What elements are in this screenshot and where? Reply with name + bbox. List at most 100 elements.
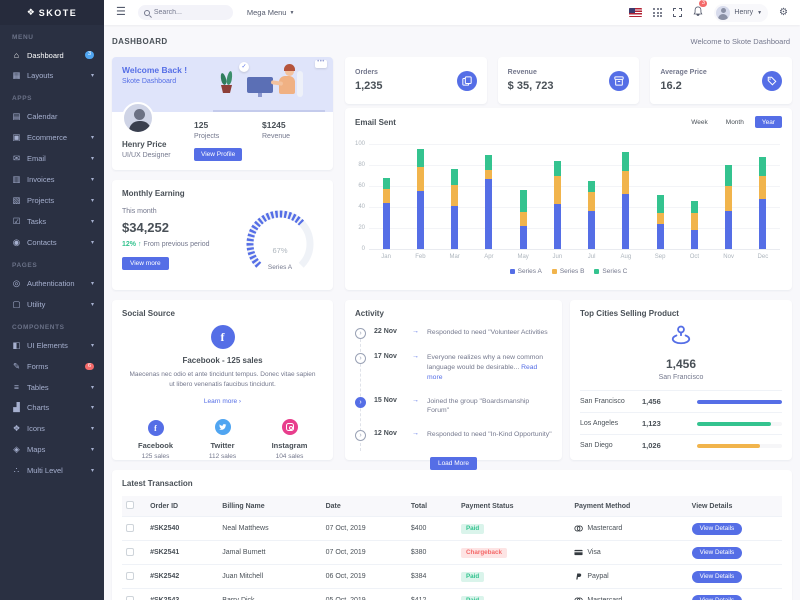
view-details-button[interactable]: View Details <box>691 522 743 535</box>
sidebar-item-invoices[interactable]: ▥ Invoices ▾ <box>0 169 104 190</box>
y-axis-tick: 20 <box>358 225 365 231</box>
sidebar-item-ecommerce[interactable]: ▣ Ecommerce ▾ <box>0 127 104 148</box>
sidebar-item-calendar[interactable]: ▤ Calendar <box>0 106 104 127</box>
x-axis-tick: May <box>517 254 529 260</box>
bar-segment-series-c <box>451 169 459 185</box>
map-pin-icon <box>671 325 691 345</box>
city-name: San Francisco <box>580 398 625 405</box>
menu-toggle-icon[interactable]: ☰ <box>116 6 126 18</box>
view-profile-button[interactable]: View Profile <box>194 148 243 161</box>
payment-method: Mastercard <box>574 525 683 532</box>
y-axis-tick: 0 <box>361 246 365 252</box>
column-header-payment-method: Payment Method <box>570 496 688 517</box>
user-menu[interactable]: Henry ▼ <box>714 3 769 22</box>
breadcrumb: Welcome to Skote Dashboard <box>690 37 791 46</box>
sidebar-item-tables[interactable]: ≡ Tables ▾ <box>0 377 104 397</box>
bar-jul[interactable] <box>588 180 596 249</box>
notifications-button[interactable]: 3 <box>693 0 708 22</box>
city-progress-bar <box>697 421 771 426</box>
search-input[interactable] <box>153 9 224 16</box>
select-all-checkbox[interactable] <box>126 501 134 509</box>
sidebar-item-layouts[interactable]: ▦ Layouts ▾ <box>0 65 104 86</box>
bar-feb[interactable] <box>416 149 424 249</box>
legend-series-c[interactable]: Series C <box>594 268 627 275</box>
bar-jan[interactable] <box>382 177 390 249</box>
sidebar-item-utility[interactable]: ▢ Utility ▾ <box>0 294 104 315</box>
social-item-instagram[interactable]: Instagram 104 sales <box>256 418 323 461</box>
activity-text: Responded to need "In-Kind Opportunity" <box>427 431 552 439</box>
sidebar-item-ui-elements[interactable]: ◧ UI Elements ▾ <box>0 335 104 356</box>
legend-series-b[interactable]: Series B <box>551 268 584 275</box>
search-box[interactable] <box>137 5 233 20</box>
read-more-link[interactable]: Read more <box>427 363 538 381</box>
brand-logo[interactable]: ❖ SKOTE <box>0 0 104 25</box>
copy-icon <box>456 70 477 91</box>
earning-amount: $34,252 <box>122 220 169 235</box>
learn-more-link[interactable]: Learn more › <box>203 397 242 405</box>
sidebar-item-forms[interactable]: ✎ Forms 6 <box>0 356 104 377</box>
sidebar-nav: MENU ⌂ Dashboard 3 ▦ Layouts ▾ APPS ▤ Calendar ▣ Ec… <box>0 25 104 481</box>
stat-card-label: Revenue <box>507 69 537 76</box>
projects-icon: ▧ <box>12 195 21 205</box>
apps-grid-icon[interactable] <box>653 8 663 17</box>
bar-aug[interactable] <box>622 152 630 249</box>
legend-series-a[interactable]: Series A <box>509 268 542 275</box>
language-flag-icon[interactable] <box>629 8 643 17</box>
chevron-down-icon: ▾ <box>90 302 94 308</box>
city-progress-track <box>697 443 782 448</box>
social-item-twitter[interactable]: Twitter 112 sales <box>189 418 256 461</box>
welcome-subtitle: Skote Dashboard <box>122 78 177 85</box>
activity-item: › 22 Nov → Responded to need "Volunteer Act… <box>355 328 552 353</box>
bar-jun[interactable] <box>553 160 561 249</box>
settings-gear-icon[interactable]: ⚙ <box>779 6 788 18</box>
payment-method-name: Mastercard <box>587 597 622 600</box>
row-checkbox[interactable] <box>126 523 134 532</box>
view-details-button[interactable]: View Details <box>691 594 743 600</box>
bar-may[interactable] <box>519 190 527 249</box>
sidebar-item-authentication[interactable]: ◎ Authentication ▾ <box>0 273 104 294</box>
sidebar-item-multi-level[interactable]: ∴ Multi Level ▾ <box>0 460 104 481</box>
sidebar-item-charts[interactable]: ▟ Charts ▾ <box>0 397 104 418</box>
row-checkbox[interactable] <box>126 595 134 600</box>
bar-dec[interactable] <box>759 156 767 249</box>
mega-menu-button[interactable]: Mega Menu ▼ <box>246 8 295 17</box>
chevron-down-icon: ▾ <box>90 135 94 141</box>
bar-apr[interactable] <box>485 154 493 249</box>
view-details-button[interactable]: View Details <box>691 546 743 559</box>
view-details-button[interactable]: View Details <box>691 570 743 583</box>
y-axis-tick: 40 <box>358 204 365 210</box>
tab-week[interactable]: Week <box>684 116 715 128</box>
page-title: DASHBOARD <box>112 37 168 46</box>
sidebar-item-email[interactable]: ✉ Email ▾ <box>0 148 104 169</box>
sidebar-item-dashboard[interactable]: ⌂ Dashboard 3 <box>0 45 104 65</box>
billing-name: Juan Mitchell <box>218 564 322 589</box>
sidebar-item-contacts[interactable]: ◉ Contacts ▾ <box>0 232 104 253</box>
top-city-name: San Francisco <box>658 374 704 381</box>
bar-mar[interactable] <box>451 169 459 249</box>
bar-sep[interactable] <box>656 195 664 249</box>
bar-oct[interactable] <box>690 200 698 249</box>
multi-level-icon: ∴ <box>13 465 20 475</box>
arrow-circle-icon: › <box>355 430 366 442</box>
sidebar-item-icons[interactable]: ❖ Icons ▾ <box>0 418 104 439</box>
y-axis-tick: 80 <box>358 162 365 168</box>
fullscreen-icon[interactable] <box>673 8 683 17</box>
bar-segment-series-c <box>382 177 390 190</box>
tab-month[interactable]: Month <box>719 116 751 128</box>
bar-nov[interactable] <box>725 165 733 249</box>
row-checkbox[interactable] <box>126 571 134 580</box>
view-more-button[interactable]: View more <box>122 257 169 270</box>
sidebar-item-projects[interactable]: ▧ Projects ▾ <box>0 190 104 211</box>
row-checkbox[interactable] <box>126 547 134 556</box>
city-row-san-diego: San Diego 1,026 <box>580 434 782 456</box>
tab-year[interactable]: Year <box>754 116 782 128</box>
x-axis-tick: Jun <box>552 254 563 260</box>
sidebar-item-tasks[interactable]: ☑ Tasks ▾ <box>0 211 104 232</box>
social-item-facebook[interactable]: f Facebook 125 sales <box>122 418 189 460</box>
billing-name: Jamal Burnett <box>218 540 322 565</box>
load-more-button[interactable]: Load More <box>429 457 478 471</box>
activity-text: Joined the group "Boardsmanship Forum" <box>427 397 530 415</box>
email-sent-title: Email Sent <box>355 117 396 127</box>
sidebar-item-maps[interactable]: ◈ Maps ▾ <box>0 439 104 460</box>
sidebar-item-label: Calendar <box>27 112 58 121</box>
